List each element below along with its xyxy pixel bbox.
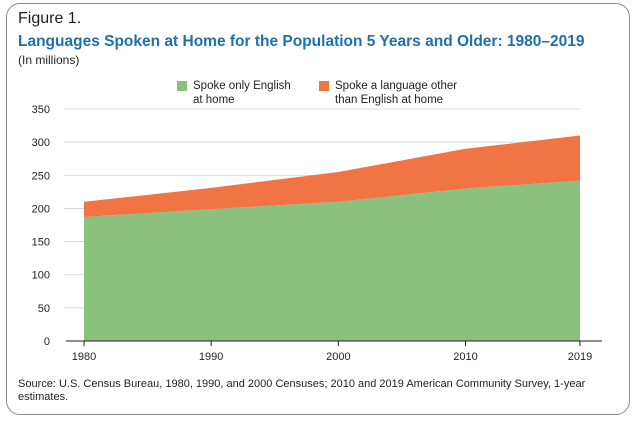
legend-item-english: Spoke only English at home xyxy=(177,79,303,107)
legend-item-other: Spoke a language other than English at h… xyxy=(319,79,475,107)
y-tick-label: 50 xyxy=(38,303,50,315)
y-tick-label: 0 xyxy=(44,336,50,348)
figure-label: Figure 1. xyxy=(18,10,82,27)
figure-frame xyxy=(6,3,630,415)
y-tick-label: 250 xyxy=(32,170,50,182)
area-series xyxy=(84,135,580,341)
x-tick-label: 2010 xyxy=(453,351,477,363)
x-tick-label: 2019 xyxy=(568,351,592,363)
area-english-only xyxy=(84,180,580,341)
chart-title: Languages Spoken at Home for the Populat… xyxy=(18,33,585,50)
x-tick-label: 2000 xyxy=(326,351,350,363)
y-axis-ticks: 0 50 100 150 200 250 300 350 xyxy=(32,104,50,348)
legend-label-english: Spoke only English at home xyxy=(193,80,291,106)
x-tick-label: 1990 xyxy=(199,351,223,363)
x-tick-label: 1980 xyxy=(72,351,96,363)
legend-swatch-other xyxy=(319,81,329,91)
y-tick-label: 350 xyxy=(32,104,50,116)
source-note: Source: U.S. Census Bureau, 1980, 1990, … xyxy=(18,378,586,403)
legend-label-other: Spoke a language other than English at h… xyxy=(335,80,458,106)
chart-subtitle: (In millions) xyxy=(18,53,80,67)
area-other-language xyxy=(84,135,580,218)
y-tick-label: 100 xyxy=(32,270,50,282)
y-tick-label: 150 xyxy=(32,237,50,249)
y-tick-label: 300 xyxy=(32,137,50,149)
legend-swatch-english xyxy=(177,81,187,91)
x-axis-ticks: 1980 1990 2000 2010 2019 xyxy=(72,341,592,363)
y-tick-label: 200 xyxy=(32,203,50,215)
